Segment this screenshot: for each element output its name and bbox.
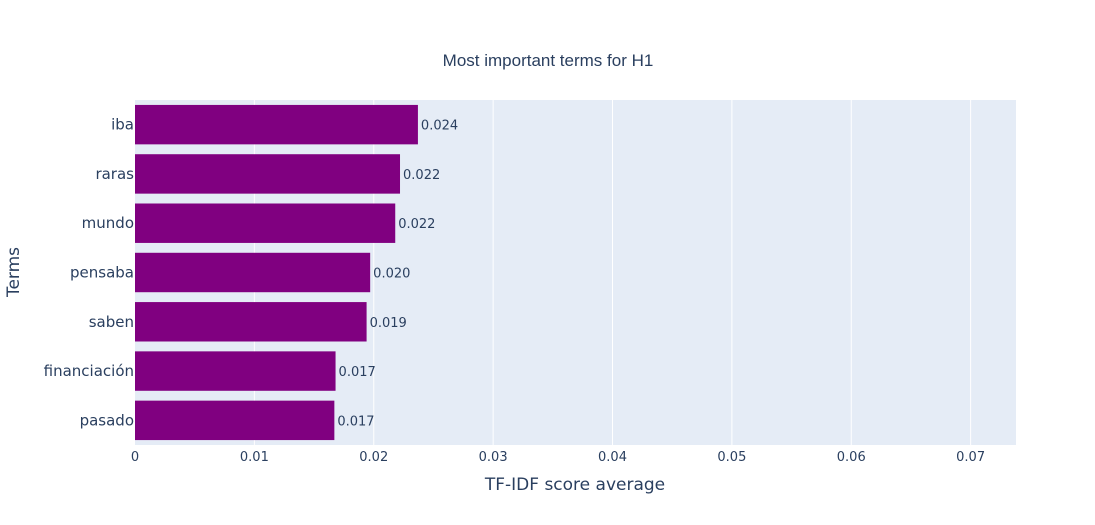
y-tick-label: pensaba [70, 264, 134, 282]
x-tick-label: 0.02 [359, 450, 388, 465]
y-tick-labels: iba raras mundo pensaba saben financiación pas… [44, 116, 135, 430]
y-tick-label: iba [111, 116, 134, 134]
bar-value-label: 0.019 [370, 316, 407, 331]
bar-labels: 0.024 0.022 0.022 0.020 0.019 0.017 0.017 [337, 119, 458, 430]
x-tick-label: 0.03 [479, 450, 508, 465]
bar-pensaba [135, 252, 371, 293]
x-tick-label: 0.06 [837, 450, 866, 465]
y-tick-label: raras [95, 165, 134, 183]
x-tick-label: 0.07 [956, 450, 985, 465]
bar-value-label: 0.022 [403, 168, 440, 183]
bar-value-label: 0.017 [339, 365, 376, 380]
x-axis-title: TF-IDF score average [484, 475, 665, 495]
bar-pasado [135, 400, 335, 441]
y-tick-label: pasado [80, 411, 134, 429]
bar-mundo [135, 203, 396, 243]
x-tick-label: 0 [131, 450, 139, 465]
chart-title: Most important terms for H1 [443, 51, 654, 70]
bar-iba [135, 104, 418, 145]
y-tick-label: mundo [82, 214, 134, 232]
y-tick-label: financiación [44, 362, 134, 380]
y-axis-title: Terms [4, 247, 24, 298]
bar-financiación [135, 351, 336, 391]
bars [135, 104, 418, 441]
x-tick-label: 0.05 [717, 450, 746, 465]
bar-value-label: 0.024 [421, 119, 458, 134]
x-tick-label: 0.04 [598, 450, 627, 465]
bar-value-label: 0.020 [373, 267, 410, 282]
y-tick-label: saben [89, 313, 134, 331]
x-tick-label: 0.01 [240, 450, 269, 465]
bar-saben [135, 302, 367, 342]
bar-value-label: 0.017 [337, 414, 374, 429]
bar-value-label: 0.022 [398, 217, 435, 232]
x-tick-labels: 0 0.01 0.02 0.03 0.04 0.05 0.06 0.07 [131, 450, 985, 465]
bar-raras [135, 154, 401, 194]
